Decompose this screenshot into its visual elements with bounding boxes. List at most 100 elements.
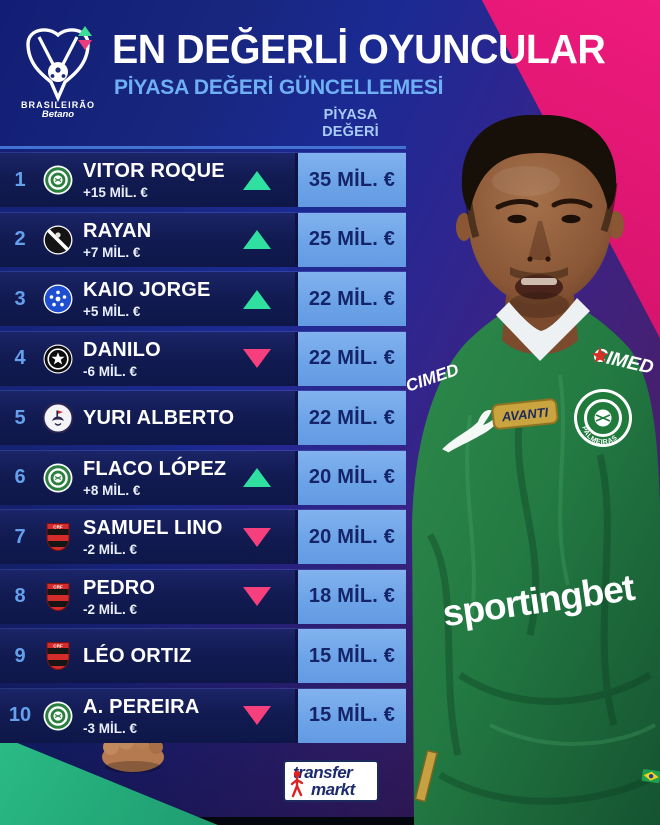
- forehead-highlight: [492, 166, 560, 196]
- table-row: 2 RAYAN +7 MİL. € 25 MİL. €: [0, 212, 406, 267]
- brazil-flag-patch: [641, 769, 660, 784]
- row-spacer: [274, 213, 295, 267]
- club-crest-vasco-icon: [40, 225, 76, 255]
- player-name: LÉO ORTIZ: [83, 644, 192, 667]
- value-column-header-line2: DEĞERİ: [322, 124, 379, 141]
- player-table: 1 VITOR ROQUE +15 MİL. € 35 MİL. € 2 RAYAN +7 …: [0, 153, 406, 743]
- market-value-badge: 15 MİL. €: [295, 688, 406, 743]
- rank-number: 3: [14, 287, 26, 310]
- table-row: 5 YURI ALBERTO 22 MİL. €: [0, 391, 406, 445]
- player-info: KAIO JORGE +5 MİL. €: [76, 279, 240, 319]
- player-info: LÉO ORTIZ: [76, 645, 240, 668]
- ball-pentagon: [50, 74, 55, 78]
- club-crest-palmeiras-icon: [40, 701, 76, 731]
- logo-trend-triangles: [78, 26, 92, 50]
- gold-hem-patch: [414, 749, 439, 803]
- rank-number: 6: [14, 466, 26, 488]
- player-info: YURI ALBERTO: [76, 407, 240, 430]
- trend-up-icon: [243, 468, 271, 487]
- player-name: SAMUEL LINO: [83, 517, 223, 539]
- table-row: 6 FLACO LÓPEZ +8 MİL. € 20 MİL. €: [0, 450, 406, 505]
- club-crest-corinthians-icon: [40, 403, 76, 433]
- palmeiras-chest-badge: PALMEIRAS: [574, 389, 632, 447]
- brasileirao-betano-logo: BRASILEIRÃO Betano: [21, 28, 94, 118]
- jersey-folds-shadow: [426, 414, 660, 805]
- value-change: +15 MİL. €: [83, 185, 148, 200]
- crest-inner-lines: [37, 36, 79, 69]
- trend-down-icon: [243, 349, 271, 368]
- player-name: DANILO: [83, 338, 161, 361]
- player-name: A. PEREIRA: [83, 695, 200, 718]
- player-photo-vitor-roque: CIMED CIMED AVANTI PALMEIRAS sportingbet: [403, 115, 660, 825]
- trend-up-icon: [243, 170, 271, 190]
- player-ear: [456, 213, 472, 241]
- page-subtitle: PİYASA DEĞERİ GÜNCELLEMESİ: [114, 76, 444, 99]
- trend-down-icon: [243, 587, 271, 606]
- ball-pentagon: [61, 74, 66, 78]
- page-title: EN DEĞERLİ OYUNCULAR: [112, 26, 606, 72]
- market-value-badge: 22 MİL. €: [295, 272, 406, 326]
- ball-pentagon: [55, 67, 61, 73]
- transfermarkt-logo-line2: markt: [311, 780, 355, 800]
- trend-up-icon: [243, 230, 271, 249]
- transfermarkt-logo-line1: transfer: [293, 763, 353, 782]
- table-row: 10 A. PEREIRA -3 MİL. € 15 MİL. €: [0, 688, 406, 743]
- trend-cell: [240, 170, 274, 190]
- bottom-black-bar: [0, 817, 660, 825]
- trend-cell: [240, 468, 274, 487]
- market-value-badge: 22 MİL. €: [295, 331, 406, 386]
- avanti-patch: AVANTI: [491, 398, 559, 430]
- market-value-badge: 20 MİL. €: [295, 510, 406, 564]
- transfermarkt-runner-icon: [290, 770, 304, 798]
- club-crest-botafogo-icon: [40, 344, 76, 374]
- table-row: 3 KAIO JORGE +5 MİL. € 22 MİL. €: [0, 272, 406, 326]
- player-eye: [507, 214, 527, 224]
- svg-text:CRF: CRF: [53, 643, 63, 648]
- player-name: PEDRO: [83, 576, 156, 599]
- svg-text:CRF: CRF: [53, 584, 63, 589]
- player-info: SAMUEL LINO -2 MİL. €: [76, 517, 240, 557]
- row-spacer: [274, 629, 295, 683]
- player-info: FLACO LÓPEZ +8 MİL. €: [76, 458, 240, 498]
- row-spacer: [274, 689, 295, 743]
- table-row: 9 CRF LÉO ORTIZ 15 MİL. €: [0, 629, 406, 683]
- jersey-folds-highlight: [465, 374, 656, 746]
- table-row: 7 CRF SAMUEL LINO -2 MİL. € 20 MİL. €: [0, 510, 406, 564]
- value-change: -2 MİL. €: [83, 601, 138, 617]
- market-value-badge: 35 MİL. €: [295, 153, 406, 207]
- row-spacer: [274, 451, 295, 505]
- row-spacer: [274, 272, 295, 326]
- row-spacer: [274, 332, 295, 386]
- market-value-badge: 15 MİL. €: [295, 629, 406, 683]
- row-spacer: [274, 510, 295, 564]
- rank-number: 8: [14, 585, 26, 607]
- player-info: RAYAN +7 MİL. €: [76, 220, 240, 260]
- table-row: 1 VITOR ROQUE +15 MİL. € 35 MİL. €: [0, 153, 406, 207]
- trend-cell: [240, 349, 274, 368]
- up-triangle-icon: [78, 26, 92, 36]
- trend-cell: [240, 289, 274, 309]
- player-name: VITOR ROQUE: [83, 160, 225, 182]
- trend-cell: [240, 587, 274, 606]
- market-value-badge: 25 MİL. €: [295, 212, 406, 267]
- market-value-badge: 18 MİL. €: [295, 569, 406, 624]
- row-spacer: [274, 153, 295, 207]
- table-row: 8 CRF PEDRO -2 MİL. € 18 MİL. €: [0, 569, 406, 624]
- rank-number: 1: [14, 168, 26, 191]
- club-crest-flamengo-icon: CRF: [40, 641, 76, 671]
- value-change: +8 MİL. €: [83, 482, 141, 498]
- rank-number: 10: [8, 704, 32, 726]
- club-crest-flamengo-icon: CRF: [40, 582, 76, 612]
- club-crest-flamengo-icon: CRF: [40, 522, 76, 552]
- trend-cell: [240, 230, 274, 249]
- club-crest-palmeiras-icon: [40, 463, 76, 493]
- row-spacer: [274, 391, 295, 445]
- trend-down-icon: [243, 706, 271, 725]
- player-info: DANILO -6 MİL. €: [76, 339, 240, 379]
- puma-logo-icon: [442, 410, 501, 453]
- value-change: +7 MİL. €: [83, 244, 141, 260]
- rank-number: 2: [14, 228, 26, 250]
- value-change: -2 MİL. €: [83, 542, 138, 557]
- trend-up-icon: [243, 289, 271, 309]
